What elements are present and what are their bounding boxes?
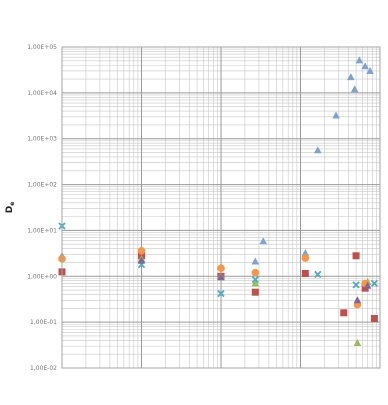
plot-area-border (61, 46, 381, 369)
data-point (340, 309, 348, 317)
data-point (251, 257, 260, 265)
data-point (353, 339, 362, 347)
data-point (353, 296, 362, 304)
data-point (350, 85, 359, 93)
data-point (332, 111, 340, 119)
y-tick-label: 1,00E+00 (27, 273, 57, 280)
data-point (355, 56, 364, 64)
data-point (370, 315, 378, 323)
data-point (217, 264, 225, 273)
data-point (251, 279, 260, 287)
data-points (58, 56, 379, 347)
data-point (361, 62, 369, 70)
data-point (301, 254, 310, 262)
y-axis-ticks: 1,00E-02 1,00E-01 1,00E+00 1,00E+01 1,00E+02… (27, 44, 57, 372)
y-tick-label: 1,00E+05 (27, 44, 57, 51)
data-point (352, 281, 360, 289)
series-0 (58, 56, 374, 270)
data-point (137, 256, 146, 264)
y-tick-label: 1,00E-01 (30, 319, 57, 326)
data-point (251, 268, 260, 277)
data-point (313, 146, 322, 154)
y-tick-label: 1,00E+04 (27, 90, 57, 97)
y-tick-label: 1,00E+02 (27, 182, 57, 189)
data-point (251, 288, 259, 296)
data-point (259, 237, 268, 245)
grid (61, 46, 381, 369)
data-point (366, 66, 374, 74)
series-3 (58, 222, 379, 298)
y-axis-title-main: D (5, 206, 15, 213)
data-point (217, 273, 225, 281)
series-5 (137, 256, 372, 304)
data-point (251, 275, 259, 284)
data-point (347, 73, 355, 81)
data-point (370, 279, 379, 288)
data-point (301, 270, 309, 278)
y-tick-label: 1,00E+03 (27, 136, 57, 143)
data-point (314, 270, 322, 279)
y-tick-label: 1,00E-02 (30, 365, 57, 372)
y-axis-title-subscript: e (9, 202, 16, 206)
y-axis-title: De (5, 202, 16, 214)
data-point (363, 281, 372, 289)
data-point (217, 289, 225, 298)
data-point (301, 249, 310, 257)
y-tick-label: 1,00E+01 (27, 227, 57, 234)
data-point (352, 252, 360, 260)
data-point (137, 246, 146, 255)
